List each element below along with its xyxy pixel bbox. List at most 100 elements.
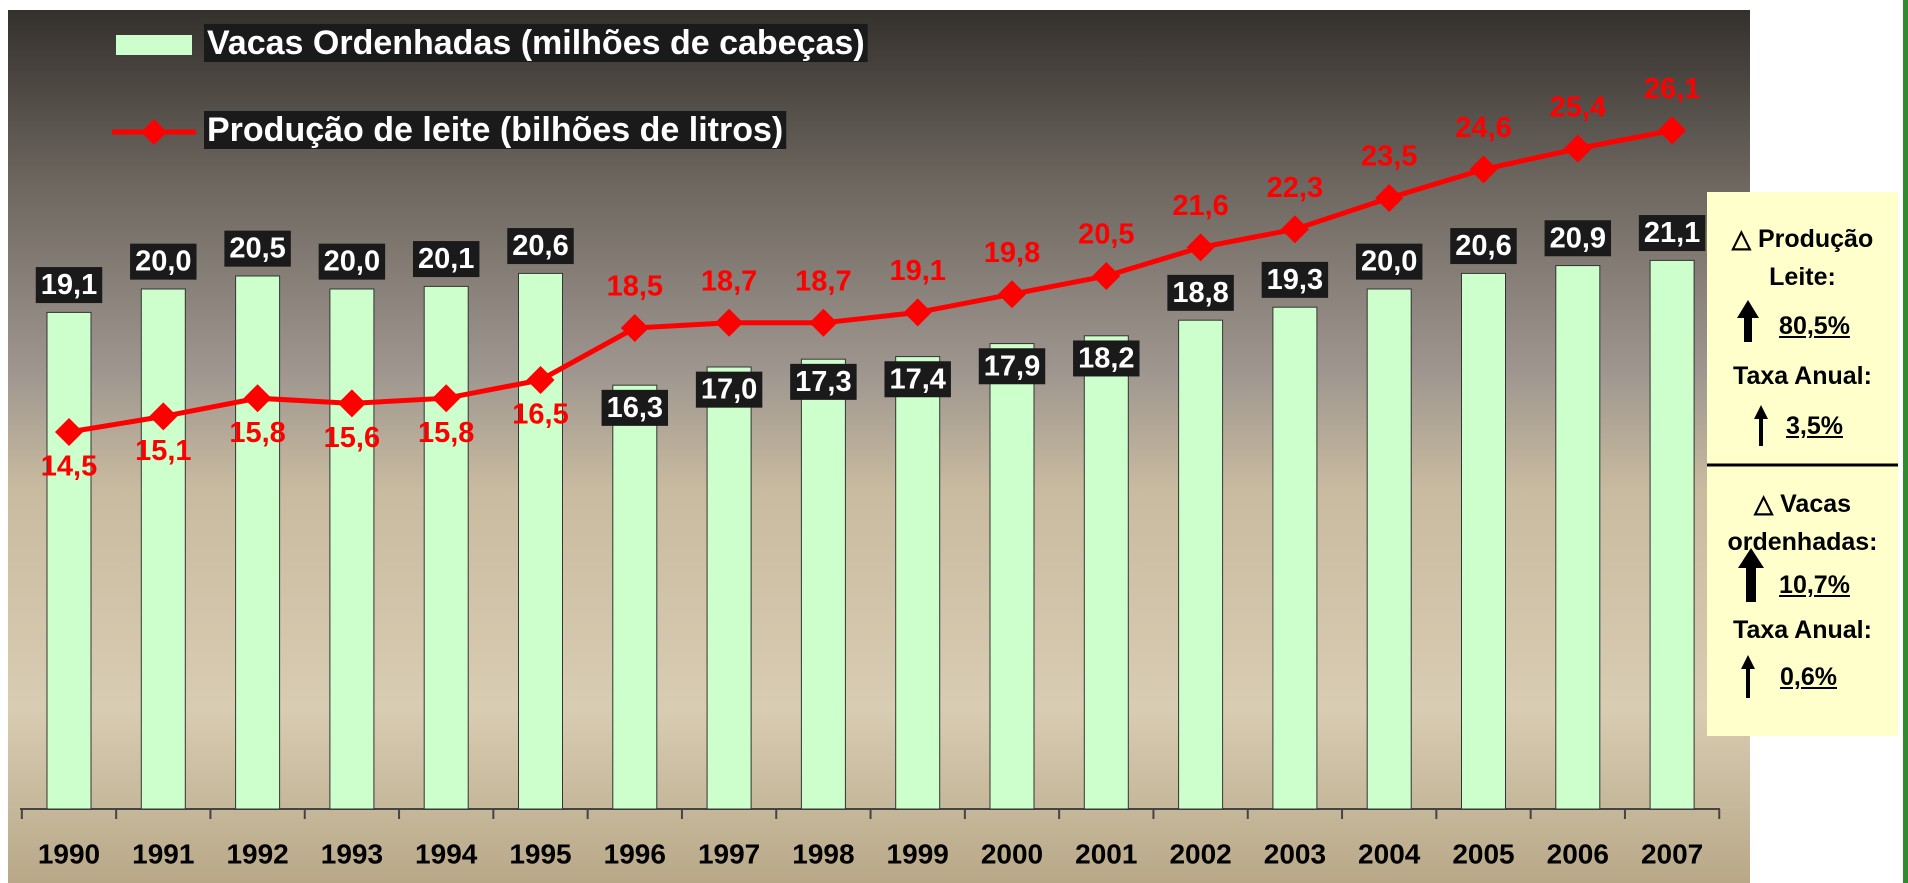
marker	[1469, 155, 1498, 184]
data-label: 19,3	[1267, 264, 1323, 296]
bar	[895, 356, 941, 810]
x-tick-label: 1991	[132, 838, 194, 869]
data-label: 20,9	[1550, 222, 1606, 254]
data-label: 19,1	[889, 255, 945, 287]
data-label-group: 20,5	[224, 230, 291, 267]
data-label-group: 17,0	[695, 371, 763, 408]
data-label: 17,0	[701, 374, 757, 406]
bar	[1461, 272, 1506, 810]
x-tick-label: 2006	[1547, 838, 1609, 869]
marker	[149, 402, 178, 431]
x-tick-label: 1990	[38, 838, 100, 869]
label-box	[1073, 340, 1140, 377]
legend-box	[204, 110, 787, 149]
data-label-group: 23,5	[1361, 141, 1417, 173]
data-label: 20,0	[1361, 246, 1417, 278]
data-label-group: 17,3	[790, 363, 857, 400]
bar	[706, 366, 752, 810]
legend-item: Vacas Ordenhadas (milhões de cabeças)	[204, 23, 868, 62]
data-label: 20,0	[324, 246, 380, 278]
data-label-group: 22,3	[1267, 172, 1323, 204]
data-label-group: 18,8	[1167, 274, 1234, 311]
data-label-group: 18,7	[701, 265, 757, 297]
data-label-group: 20,0	[318, 243, 386, 280]
data-label-group: 14,5	[41, 451, 97, 483]
bar	[140, 288, 186, 810]
marker	[1092, 262, 1121, 290]
data-label-group: 20,5	[1078, 219, 1134, 251]
x-tick-label: 1996	[604, 838, 666, 869]
data-label: 23,5	[1361, 141, 1417, 173]
legend-swatch	[116, 35, 192, 55]
label-box	[884, 361, 951, 398]
data-label-group: 19,8	[984, 237, 1040, 269]
x-tick-label: 2002	[1169, 838, 1231, 869]
label-box	[978, 348, 1046, 385]
legend-item: Produção de leite (bilhões de litros)	[204, 110, 787, 149]
data-label-group: 25,4	[1550, 91, 1606, 123]
bar	[423, 285, 469, 810]
arrows	[1737, 300, 1768, 698]
marker	[715, 308, 744, 337]
data-label: 24,6	[1455, 112, 1511, 144]
label-box	[1167, 274, 1234, 311]
data-label: 20,6	[512, 230, 568, 262]
data-label-group: 18,2	[1073, 340, 1140, 377]
border	[1903, 0, 1908, 883]
data-label-group: 18,5	[607, 271, 663, 303]
bar	[235, 275, 281, 810]
marker	[1658, 116, 1687, 145]
label-box	[1450, 228, 1517, 265]
data-label: 18,8	[1172, 277, 1228, 309]
label-box	[35, 267, 103, 304]
legend-marker	[141, 119, 167, 145]
annotation: 10,7%	[1779, 571, 1850, 599]
data-label-group: 15,8	[229, 417, 285, 449]
data-label-group: 15,6	[324, 422, 380, 454]
data-label: 18,2	[1078, 342, 1134, 374]
data-label-group: 26,1	[1644, 73, 1700, 105]
annotation: 3,5%	[1786, 412, 1843, 440]
data-label-group: 15,8	[418, 417, 474, 449]
data-label-group: 21,6	[1172, 190, 1228, 222]
bar	[1555, 265, 1601, 810]
annotation: △ Vacas ordenhadas:	[1727, 490, 1878, 556]
marker	[809, 308, 838, 337]
marker	[432, 384, 461, 413]
x-tick-label: 2005	[1452, 838, 1514, 869]
bar	[800, 358, 846, 810]
data-label: 16,5	[512, 399, 568, 431]
data-label-group: 21,1	[1638, 215, 1706, 252]
x-tick-label: 1997	[698, 838, 760, 869]
data-label: 16,3	[607, 392, 663, 424]
data-label-group: 20,6	[507, 228, 574, 265]
data-label-group: 17,4	[884, 361, 951, 398]
bar	[1366, 288, 1412, 810]
data-label: 18,7	[701, 265, 757, 297]
bar	[612, 384, 658, 810]
data-label: 21,6	[1172, 190, 1228, 222]
annotation: 80,5%	[1779, 312, 1850, 340]
marker	[1563, 134, 1592, 163]
x-tick-label: 1998	[792, 838, 854, 869]
data-label-group: 20,0	[130, 243, 197, 280]
line	[68, 127, 1673, 435]
bar	[1272, 306, 1318, 810]
label-box	[1355, 243, 1423, 280]
marker	[1186, 233, 1215, 262]
data-label: Vacas Ordenhadas (milhões de cabeças)	[207, 24, 865, 62]
data-label-group: 20,9	[1544, 220, 1612, 257]
data-label: 22,3	[1267, 172, 1323, 204]
x-tick-label: 1994	[415, 838, 478, 869]
x-tick-label: 2000	[981, 838, 1043, 869]
data-label-group: 17,9	[978, 348, 1046, 385]
data-label: 17,3	[795, 366, 851, 398]
data-label: 19,1	[41, 269, 97, 301]
x-tick-label: 2004	[1358, 838, 1421, 869]
x-tick-label: 2003	[1264, 838, 1326, 869]
background	[8, 10, 1750, 883]
marker	[243, 384, 272, 413]
data-label-group: 15,1	[135, 435, 191, 467]
